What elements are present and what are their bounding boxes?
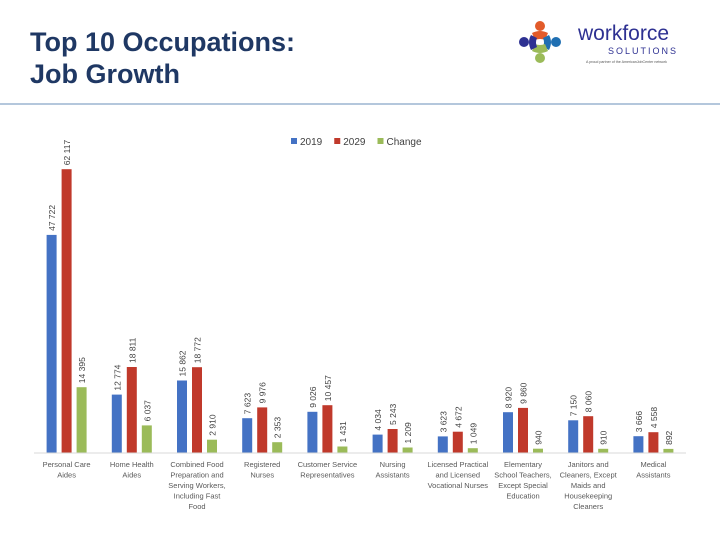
bar-change-1 (76, 387, 87, 453)
category-label-9: Janitors and Cleaners, Except Maids and Hou… (560, 460, 618, 511)
data-label-change-9: 910 (599, 430, 609, 444)
bar-2029-3 (192, 367, 202, 453)
bar-2029-4 (257, 407, 268, 453)
data-label-2019-1: 47 722 (47, 205, 57, 231)
data-label-2029-8: 9 860 (519, 382, 529, 404)
bar-2029-5 (322, 405, 333, 453)
legend-label-2019: 2019 (300, 137, 323, 148)
data-label-2019-8: 8 920 (504, 387, 514, 409)
header-divider (0, 103, 720, 105)
people-circle-icon (519, 21, 561, 63)
data-label-change-6: 1 209 (403, 422, 413, 444)
data-label-change-7: 1 049 (468, 423, 478, 445)
bar-2029-6 (387, 429, 398, 453)
data-label-2029-4: 9 976 (258, 382, 268, 404)
bar-change-6 (402, 447, 413, 453)
data-label-2029-1: 62 117 (62, 140, 72, 166)
bar-2029-10 (648, 432, 659, 453)
data-label-2019-7: 3 623 (438, 411, 448, 433)
data-label-change-8: 940 (534, 430, 544, 444)
title-line-1: Top 10 Occupations: (30, 27, 296, 57)
page-title: Top 10 Occupations: Job Growth (30, 26, 450, 90)
data-label-change-2: 6 037 (142, 400, 152, 422)
data-label-2019-9: 7 150 (569, 395, 579, 417)
bar-2029-8 (518, 407, 528, 453)
logo-subname: SOLUTIONS (608, 46, 678, 56)
data-label-2029-7: 4 672 (453, 406, 463, 428)
category-label-2: Home Health Aides (110, 460, 154, 480)
category-label-10: Medical Assistants (636, 460, 670, 480)
bar-change-2 (141, 425, 152, 453)
category-label-1: Personal Care Aides (43, 460, 91, 480)
bar-change-7 (467, 448, 478, 453)
bar-2019-8 (503, 412, 513, 453)
data-label-change-1: 14 395 (77, 357, 87, 383)
bar-2019-4 (242, 418, 253, 453)
bar-2029-2 (126, 367, 137, 453)
bar-2019-2 (111, 394, 122, 453)
legend-label-change: Change (387, 137, 422, 148)
data-label-2029-2: 18 811 (127, 337, 137, 363)
bar-change-3 (207, 439, 217, 453)
data-label-2019-5: 9 026 (308, 386, 318, 408)
bar-2019-9 (568, 420, 579, 453)
data-label-2019-6: 4 034 (373, 409, 383, 431)
data-label-2019-4: 7 623 (243, 393, 253, 415)
logo-tagline: A proud partner of the AmericanJobCenter… (586, 60, 667, 64)
bar-2029-7 (452, 431, 463, 453)
bar-2019-3 (177, 380, 187, 453)
chart-data-labels: 47 722 12 774 15 862 7 623 9 026 4 034 3 623 8 … (47, 140, 674, 445)
data-label-2029-5: 10 457 (323, 375, 333, 401)
bar-2029-9 (583, 416, 594, 453)
data-label-2019-10: 3 666 (634, 411, 644, 433)
title-line-2: Job Growth (30, 59, 180, 89)
data-label-2029-10: 4 558 (649, 407, 659, 429)
chart-category-labels: Personal Care Aides Home Health Aides Combin… (43, 460, 671, 511)
bar-2019-5 (307, 411, 318, 453)
bar-change-4 (272, 442, 283, 453)
bar-2019-10 (633, 436, 644, 453)
chart-bars (46, 169, 674, 453)
data-label-2029-9: 8 060 (584, 391, 594, 413)
category-label-4: Registered Nurses (244, 460, 280, 480)
category-label-8: Elementary School Teachers, Except Special… (494, 460, 551, 501)
data-label-2019-3: 15 862 (178, 350, 188, 376)
legend-swatch-change (377, 138, 384, 144)
category-label-6: Nursing Assistants (376, 460, 410, 480)
bar-change-8 (533, 448, 543, 453)
bar-change-9 (598, 448, 609, 453)
bar-2019-7 (437, 436, 448, 453)
data-label-2029-3: 18 772 (193, 337, 203, 363)
workforce-solutions-logo: workforce SOLUTIONS A proud partner of t… (519, 21, 678, 64)
bar-2019-1 (46, 234, 57, 453)
logo-name: workforce (577, 22, 669, 45)
data-label-change-4: 2 353 (273, 417, 283, 439)
category-label-5: Customer Service Representatives (298, 460, 358, 480)
bar-change-5 (337, 446, 348, 453)
category-label-7: Licensed Practical and Licensed Vocational… (427, 460, 488, 490)
data-label-change-3: 2 910 (208, 414, 218, 436)
chart-legend: 2019 2029 Change (291, 137, 422, 148)
bar-2029-1 (61, 169, 72, 453)
bar-2019-6 (372, 434, 383, 453)
legend-swatch-2019 (291, 138, 297, 144)
data-label-2019-2: 12 774 (112, 364, 122, 390)
bar-change-10 (663, 448, 674, 453)
data-label-change-5: 1 431 (338, 421, 348, 443)
data-label-change-10: 892 (664, 430, 674, 444)
legend-label-2029: 2029 (343, 137, 366, 148)
legend-swatch-2029 (334, 138, 341, 144)
data-label-2029-6: 5 243 (388, 403, 398, 425)
category-label-3: Combined Food Preparation and Serving Work… (168, 460, 225, 511)
